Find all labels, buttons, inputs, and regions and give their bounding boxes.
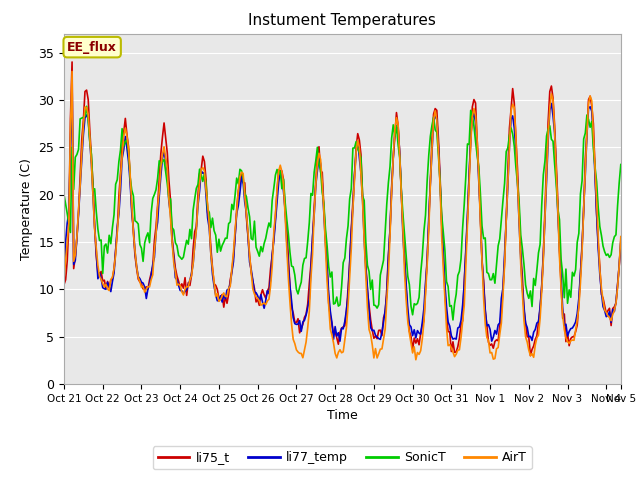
Y-axis label: Temperature (C): Temperature (C)	[20, 158, 33, 260]
li75_t	[159, 134, 166, 140]
SonicT	[527, 288, 534, 294]
SonicT	[83, 103, 90, 109]
AirT	[617, 234, 625, 240]
SonicT	[617, 162, 625, 168]
AirT	[412, 357, 420, 362]
li77_temp	[221, 296, 229, 301]
SonicT	[449, 317, 457, 323]
li77_temp	[68, 78, 76, 84]
Legend: li75_t, li77_temp, SonicT, AirT: li75_t, li77_temp, SonicT, AirT	[153, 446, 532, 469]
li75_t	[525, 334, 532, 340]
Title: Instument Temperatures: Instument Temperatures	[248, 13, 436, 28]
SonicT	[159, 158, 166, 164]
li75_t	[60, 282, 68, 288]
AirT	[60, 277, 68, 283]
Line: li77_temp: li77_temp	[64, 81, 621, 341]
li75_t	[567, 336, 575, 341]
AirT	[567, 338, 575, 344]
li75_t	[524, 334, 531, 339]
li75_t	[527, 353, 534, 359]
li75_t	[491, 338, 499, 344]
AirT	[527, 353, 534, 359]
li75_t	[617, 239, 625, 245]
li77_temp	[493, 331, 500, 337]
li77_temp	[60, 277, 68, 283]
li75_t	[221, 293, 229, 299]
li77_temp	[336, 338, 344, 344]
AirT	[493, 346, 500, 352]
X-axis label: Time: Time	[327, 409, 358, 422]
SonicT	[567, 294, 575, 300]
SonicT	[60, 192, 68, 197]
SonicT	[221, 235, 229, 241]
Text: EE_flux: EE_flux	[67, 41, 117, 54]
AirT	[525, 347, 532, 353]
li77_temp	[159, 156, 166, 161]
AirT	[221, 294, 229, 300]
li77_temp	[525, 334, 532, 339]
li77_temp	[617, 238, 625, 243]
Line: li75_t: li75_t	[64, 62, 621, 356]
Line: AirT: AirT	[64, 72, 621, 360]
SonicT	[525, 296, 532, 301]
Line: SonicT: SonicT	[64, 106, 621, 320]
AirT	[68, 69, 76, 74]
li77_temp	[527, 334, 534, 339]
li75_t	[68, 59, 76, 65]
li77_temp	[567, 326, 575, 332]
AirT	[159, 152, 166, 157]
SonicT	[493, 262, 500, 267]
